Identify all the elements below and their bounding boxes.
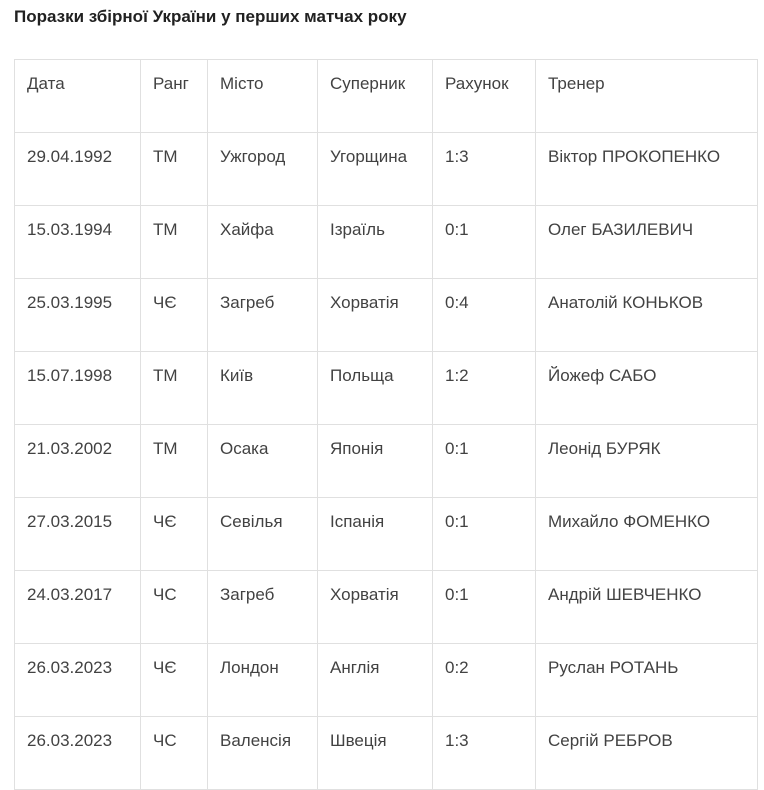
cell-rank: ЧС — [140, 570, 208, 644]
cell-date: 26.03.2023 — [14, 716, 141, 790]
cell-date: 25.03.1995 — [14, 278, 141, 352]
defeats-table: Дата Ранг Місто Суперник Рахунок Тренер 29.04… — [14, 59, 758, 790]
column-header-rank: Ранг — [140, 59, 208, 133]
cell-date: 15.03.1994 — [14, 205, 141, 279]
cell-coach: Віктор ПРОКОПЕНКО — [535, 132, 758, 206]
cell-date: 27.03.2015 — [14, 497, 141, 571]
cell-city: Ужгород — [207, 132, 318, 206]
cell-city: Валенсія — [207, 716, 318, 790]
cell-city: Севілья — [207, 497, 318, 571]
cell-date: 21.03.2002 — [14, 424, 141, 498]
cell-score: 0:1 — [432, 424, 536, 498]
cell-coach: Анатолій КОНЬКОВ — [535, 278, 758, 352]
cell-rank: ТМ — [140, 424, 208, 498]
cell-city: Київ — [207, 351, 318, 425]
table-header: Дата Ранг Місто Суперник Рахунок Тренер — [14, 59, 758, 133]
cell-score: 0:2 — [432, 643, 536, 717]
cell-opponent: Угорщина — [317, 132, 433, 206]
cell-rank: ТМ — [140, 132, 208, 206]
cell-opponent: Хорватія — [317, 570, 433, 644]
cell-coach: Олег БАЗИЛЕВИЧ — [535, 205, 758, 279]
cell-rank: ТМ — [140, 351, 208, 425]
cell-city: Осака — [207, 424, 318, 498]
cell-score: 0:1 — [432, 205, 536, 279]
cell-coach: Йожеф САБО — [535, 351, 758, 425]
cell-score: 1:3 — [432, 716, 536, 790]
table-row: 29.04.1992 ТМ Ужгород Угорщина 1:3 Віктор ПРО… — [14, 132, 758, 206]
cell-city: Загреб — [207, 278, 318, 352]
table-body: 29.04.1992 ТМ Ужгород Угорщина 1:3 Віктор ПРО… — [14, 132, 758, 790]
cell-coach: Андрій ШЕВЧЕНКО — [535, 570, 758, 644]
cell-score: 1:3 — [432, 132, 536, 206]
cell-city: Хайфа — [207, 205, 318, 279]
table-row: 15.03.1994 ТМ Хайфа Ізраїль 0:1 Олег БАЗИЛЕВИ… — [14, 205, 758, 279]
cell-rank: ТМ — [140, 205, 208, 279]
cell-coach: Леонід БУРЯК — [535, 424, 758, 498]
cell-date: 26.03.2023 — [14, 643, 141, 717]
cell-rank: ЧЄ — [140, 278, 208, 352]
table-row: 27.03.2015 ЧЄ Севілья Іспанія 0:1 Михайло ФОМ… — [14, 497, 758, 571]
column-header-city: Місто — [207, 59, 318, 133]
cell-score: 1:2 — [432, 351, 536, 425]
cell-opponent: Англія — [317, 643, 433, 717]
cell-opponent: Швеція — [317, 716, 433, 790]
cell-opponent: Японія — [317, 424, 433, 498]
table-row: 25.03.1995 ЧЄ Загреб Хорватія 0:4 Анатолій КО… — [14, 278, 758, 352]
cell-rank: ЧС — [140, 716, 208, 790]
cell-rank: ЧЄ — [140, 643, 208, 717]
cell-coach: Сергій РЕБРОВ — [535, 716, 758, 790]
cell-opponent: Ізраїль — [317, 205, 433, 279]
column-header-coach: Тренер — [535, 59, 758, 133]
cell-city: Лондон — [207, 643, 318, 717]
table-row: 26.03.2023 ЧЄ Лондон Англія 0:2 Руслан РОТАНЬ — [14, 643, 758, 717]
cell-opponent: Хорватія — [317, 278, 433, 352]
cell-coach: Руслан РОТАНЬ — [535, 643, 758, 717]
cell-rank: ЧЄ — [140, 497, 208, 571]
cell-coach: Михайло ФОМЕНКО — [535, 497, 758, 571]
column-header-score: Рахунок — [432, 59, 536, 133]
cell-date: 15.07.1998 — [14, 351, 141, 425]
cell-opponent: Іспанія — [317, 497, 433, 571]
cell-date: 29.04.1992 — [14, 132, 141, 206]
cell-opponent: Польща — [317, 351, 433, 425]
table-row: 26.03.2023 ЧС Валенсія Швеція 1:3 Сергій РЕБР… — [14, 716, 758, 790]
cell-score: 0:1 — [432, 497, 536, 571]
cell-score: 0:4 — [432, 278, 536, 352]
cell-city: Загреб — [207, 570, 318, 644]
column-header-opponent: Суперник — [317, 59, 433, 133]
table-header-row: Дата Ранг Місто Суперник Рахунок Тренер — [14, 59, 758, 133]
cell-date: 24.03.2017 — [14, 570, 141, 644]
table-row: 21.03.2002 ТМ Осака Японія 0:1 Леонід БУРЯК — [14, 424, 758, 498]
column-header-date: Дата — [14, 59, 141, 133]
cell-score: 0:1 — [432, 570, 536, 644]
table-row: 15.07.1998 ТМ Київ Польща 1:2 Йожеф САБО — [14, 351, 758, 425]
table-row: 24.03.2017 ЧС Загреб Хорватія 0:1 Андрій ШЕВЧ… — [14, 570, 758, 644]
page-title: Поразки збірної України у перших матчах … — [14, 7, 407, 26]
